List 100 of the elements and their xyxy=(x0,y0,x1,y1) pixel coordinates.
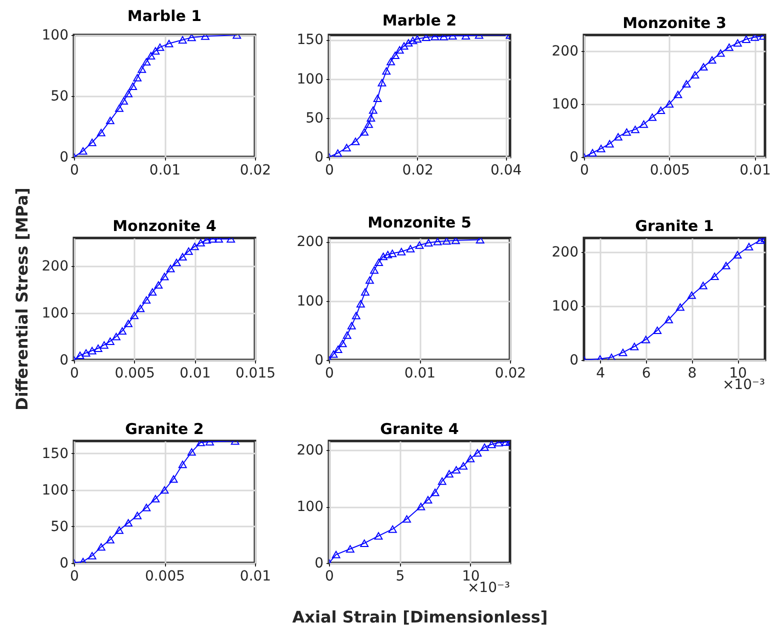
point xyxy=(433,238,442,246)
point xyxy=(438,477,446,485)
point xyxy=(708,56,716,64)
point xyxy=(656,106,666,114)
point xyxy=(750,35,759,41)
point xyxy=(133,74,142,82)
point xyxy=(178,460,187,468)
y-tick-label: 0 xyxy=(314,352,324,368)
point xyxy=(430,488,440,496)
x-tick-label: 0 xyxy=(70,162,79,178)
point xyxy=(397,248,406,256)
point xyxy=(424,239,433,246)
point xyxy=(138,65,146,73)
point xyxy=(187,35,196,42)
point xyxy=(648,114,657,121)
point xyxy=(408,36,418,44)
point xyxy=(388,525,397,533)
point xyxy=(605,140,614,148)
point xyxy=(386,58,396,66)
x-tick-label: 8 xyxy=(688,366,697,382)
x-tick-label: 0 xyxy=(325,162,334,178)
chart-title: Monzonite 3 xyxy=(622,14,726,32)
point xyxy=(106,536,114,544)
point xyxy=(466,454,475,462)
point xyxy=(416,502,426,510)
x-tick-label: 0.04 xyxy=(490,162,522,178)
point xyxy=(154,281,163,289)
x-tick-label: 4 xyxy=(596,366,606,382)
point xyxy=(404,39,413,47)
point xyxy=(196,238,205,246)
point xyxy=(100,341,108,349)
chart-title: Granite 1 xyxy=(635,217,714,235)
point xyxy=(347,322,356,330)
x-tick-label: 0.02 xyxy=(402,162,434,178)
point xyxy=(94,344,102,352)
y-tick-label: 100 xyxy=(296,293,324,310)
point xyxy=(136,304,145,312)
point xyxy=(342,144,351,152)
point xyxy=(373,94,382,102)
point xyxy=(415,241,424,249)
point xyxy=(366,276,374,284)
point xyxy=(682,80,691,88)
x-tick-label: 0.005 xyxy=(114,366,155,382)
point xyxy=(379,252,388,260)
point xyxy=(133,512,142,520)
point xyxy=(130,312,139,320)
y-tick-label: 100 xyxy=(552,96,578,112)
chart-title: Marble 2 xyxy=(382,12,457,30)
point xyxy=(451,238,460,244)
point xyxy=(742,36,750,43)
y-tick-label: 0 xyxy=(60,352,68,368)
point xyxy=(166,264,175,272)
point xyxy=(733,251,742,258)
y-tick-label: 0 xyxy=(60,556,68,572)
line-series xyxy=(584,35,765,157)
point xyxy=(88,138,96,146)
point xyxy=(400,42,408,50)
x-tick-label: 0.01 xyxy=(149,162,181,178)
point xyxy=(382,67,391,75)
point xyxy=(115,526,124,534)
y-tick-label: 100 xyxy=(296,499,324,516)
y-tick-label: 50 xyxy=(50,88,68,104)
point xyxy=(178,253,187,260)
y-tick-label: 200 xyxy=(42,258,68,275)
point xyxy=(630,342,639,350)
point xyxy=(128,82,138,90)
point xyxy=(374,532,383,540)
point xyxy=(106,338,114,345)
point xyxy=(687,292,696,299)
point xyxy=(406,244,415,252)
point xyxy=(151,495,160,502)
point xyxy=(142,58,151,66)
line-series xyxy=(584,238,765,360)
x-tick-label: 0 xyxy=(325,568,334,584)
point xyxy=(187,448,196,456)
point xyxy=(169,475,178,483)
point xyxy=(674,90,682,98)
point xyxy=(642,336,650,344)
y-tick-label: 0 xyxy=(570,150,578,166)
point xyxy=(142,296,151,304)
x-tick-label: 0.005 xyxy=(144,568,186,584)
point xyxy=(402,515,411,523)
point xyxy=(366,114,376,122)
point xyxy=(395,46,404,54)
point xyxy=(744,242,754,250)
point xyxy=(364,120,373,128)
point xyxy=(151,47,160,55)
point xyxy=(442,238,451,245)
point xyxy=(640,120,648,128)
point xyxy=(722,262,730,270)
point xyxy=(356,300,365,308)
point xyxy=(664,316,673,324)
point xyxy=(618,348,628,356)
point xyxy=(124,519,133,527)
point xyxy=(413,35,422,43)
chart-title: Granite 2 xyxy=(125,420,204,438)
point xyxy=(622,128,631,136)
x-tick-label: 0.005 xyxy=(650,162,690,178)
point xyxy=(710,272,719,280)
line-series xyxy=(329,35,510,157)
